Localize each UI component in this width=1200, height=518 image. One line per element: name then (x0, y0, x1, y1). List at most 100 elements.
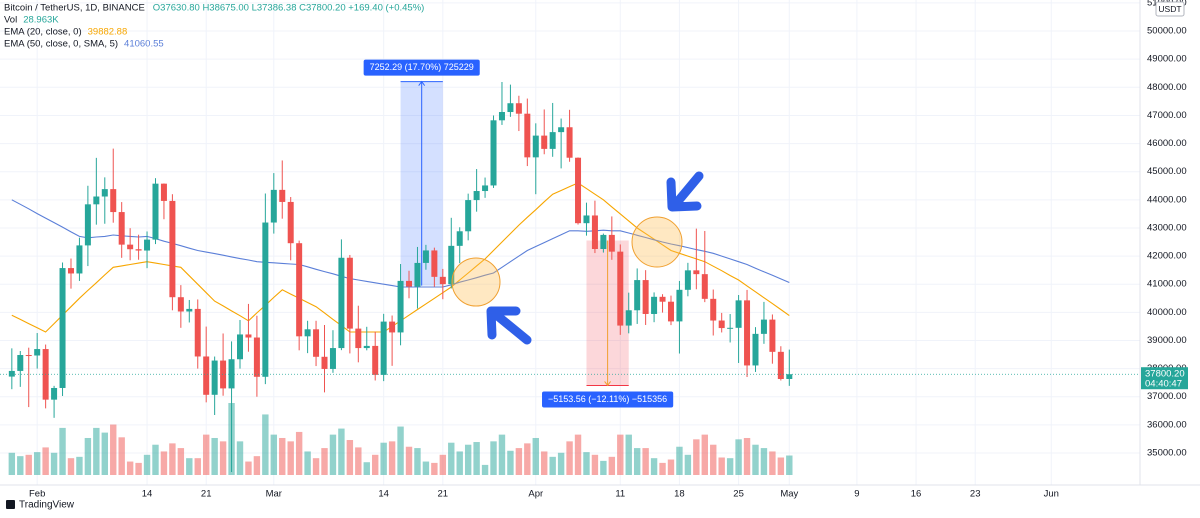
volume-bar (160, 451, 168, 475)
x-tick-label: 16 (911, 489, 922, 500)
candle-body (203, 356, 210, 395)
x-tick-label: 21 (201, 489, 212, 500)
candle-body (101, 189, 108, 197)
candle-body (169, 200, 176, 298)
currency: USDT (1158, 4, 1181, 14)
candle-body (701, 274, 708, 299)
y-tick-label: 46000.00 (1147, 138, 1187, 149)
candle-body (744, 300, 751, 366)
candle-body (498, 112, 505, 121)
volume-bar (194, 458, 201, 475)
candle-body (76, 245, 83, 274)
volume-bar (498, 434, 506, 475)
volume-bar (566, 441, 573, 475)
volume-bar (431, 462, 438, 475)
candle-body (473, 191, 480, 201)
volume-bar (642, 448, 649, 475)
volume-bar (574, 434, 582, 475)
arrow (486, 306, 532, 345)
volume-bar (245, 461, 252, 475)
volume-bar (583, 452, 590, 475)
volume-bar (177, 448, 185, 475)
volume-bar (59, 427, 66, 475)
volume-bar (769, 451, 776, 475)
y-tick-label: 41000.00 (1147, 279, 1187, 290)
candle-body (482, 185, 489, 192)
volume-bar (464, 444, 472, 475)
x-tick-label: 23 (970, 489, 981, 500)
volume-bar (363, 462, 370, 475)
candle-body (406, 280, 413, 287)
volume-bar (608, 456, 616, 475)
x-tick-label: Feb (29, 489, 45, 500)
candle-body (25, 355, 32, 357)
volume-bar (236, 441, 244, 475)
volume-bar (143, 454, 151, 475)
candle-body (270, 189, 277, 223)
x-tick-label: Apr (528, 489, 543, 500)
candle-body (338, 257, 345, 349)
volume-bar (33, 452, 41, 475)
candle-body (600, 234, 607, 249)
candle-body (127, 244, 134, 250)
logo-text: TradingView (19, 500, 75, 511)
candle-body (372, 345, 379, 375)
candle-body (575, 157, 582, 224)
legend-label: EMA (50, close, 0, SMA, 5) (4, 39, 118, 50)
x-tick-label: 21 (438, 489, 449, 500)
candle-body (118, 212, 125, 245)
candle-body (558, 127, 565, 133)
volume-bar (279, 437, 286, 475)
candle-body (642, 280, 649, 314)
y-tick-label: 37000.00 (1147, 391, 1187, 402)
logo-icon (6, 500, 15, 509)
volume-bar (532, 437, 539, 475)
x-tick-label: 11 (615, 489, 625, 500)
volume-bar (219, 441, 227, 475)
candle-body (693, 270, 700, 275)
candle-body (651, 296, 658, 314)
candle-body (363, 345, 370, 349)
last-price-label: 37800.20 (1145, 369, 1185, 380)
candle-body (110, 189, 117, 213)
countdown: 04:40:47 (1145, 379, 1182, 390)
candle-body (676, 289, 683, 322)
volume-bar (481, 464, 489, 475)
volume-bar (617, 434, 624, 475)
candle-body (659, 296, 666, 302)
candle-body (431, 250, 438, 277)
x-tick-label: Mar (266, 489, 282, 500)
volume-bar (701, 434, 708, 475)
candle-body (287, 201, 294, 244)
candle-body (93, 196, 100, 205)
volume-bar (110, 424, 117, 475)
volume-bar (448, 442, 455, 475)
candle-body (397, 280, 404, 333)
volume-bar (718, 457, 725, 475)
volume-bar (515, 448, 523, 475)
volume-bar (169, 443, 176, 475)
measure-label: 7252.29 (17.70%) 725229 (370, 62, 474, 72)
y-tick-label: 40000.00 (1147, 307, 1187, 318)
x-tick-label: May (780, 489, 798, 500)
candle-body (515, 103, 522, 114)
candle-body (625, 310, 632, 326)
volume-bar (346, 440, 354, 475)
candle-body (144, 239, 151, 251)
candle-body (211, 360, 218, 395)
volume-bar (270, 434, 278, 475)
candle-body (583, 215, 590, 224)
candle-body (566, 127, 573, 158)
volume-bar (67, 458, 75, 475)
measure-label: −5153.56 (−12.11%) −515356 (548, 394, 667, 404)
y-tick-label: 44000.00 (1147, 194, 1187, 205)
candle-body (279, 189, 286, 202)
volume-bar (118, 437, 125, 475)
volume-bar (329, 434, 337, 475)
volume-bar (650, 458, 658, 475)
candle-body (380, 321, 387, 375)
y-tick-label: 47000.00 (1147, 110, 1187, 121)
volume-bar (25, 454, 32, 475)
volume-bar (397, 426, 404, 475)
